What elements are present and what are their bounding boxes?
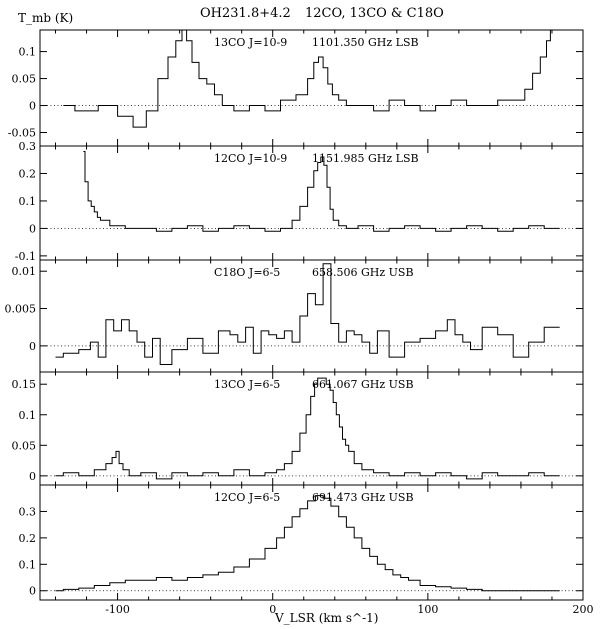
transition-label: 13CO J=6-5 bbox=[214, 378, 280, 391]
frequency-label: 1151.985 GHz LSB bbox=[312, 152, 419, 165]
transition-label: 13CO J=10-9 bbox=[214, 36, 287, 49]
line-list: 12CO, 13CO & C18O bbox=[305, 6, 444, 21]
y-tick-label: -0.05 bbox=[8, 127, 36, 140]
y-tick-label: 0.2 bbox=[19, 167, 37, 180]
y-tick-label: 0.3 bbox=[19, 505, 37, 518]
y-tick-label: 0.1 bbox=[19, 558, 37, 571]
spectrum-panel: 0 0.05 0.1 0.15 13CO J=6-5 661.067 GHz USB bbox=[12, 371, 584, 486]
x-tick-label: 200 bbox=[573, 603, 594, 616]
y-tick-label: 0.15 bbox=[12, 378, 37, 391]
transition-label: 12CO J=6-5 bbox=[214, 491, 280, 504]
x-tick-label: 0 bbox=[269, 603, 276, 616]
y-tick-label: 0.1 bbox=[19, 46, 37, 59]
y-tick-label: 0.05 bbox=[12, 439, 37, 452]
y-tick-label: 0 bbox=[29, 470, 36, 483]
x-tick-label: -100 bbox=[105, 603, 130, 616]
source-name: OH231.8+4.2 bbox=[200, 6, 291, 21]
y-tick-label: 0.01 bbox=[12, 265, 37, 278]
y-tick-label: 0.05 bbox=[12, 73, 37, 86]
y-tick-label: 0 bbox=[29, 585, 36, 598]
y-tick-label: 0.005 bbox=[5, 303, 37, 316]
spectrum-panel: 0 0.1 0.2 0.3 12CO J=6-5 691.473 GHz USB bbox=[19, 484, 584, 601]
x-axis-label: V_LSR (km s^-1) bbox=[274, 611, 378, 625]
panel-stack: -0.05 0 0.05 0.1 13CO J=10-9 1101.350 GHz LSB… bbox=[5, 29, 584, 601]
y-tick-label: 0.2 bbox=[19, 532, 37, 545]
spectrum-series bbox=[83, 151, 560, 232]
y-tick-label: 0.3 bbox=[19, 140, 37, 153]
y-tick-label: 0 bbox=[29, 100, 36, 113]
transition-label: 12CO J=10-9 bbox=[214, 152, 287, 165]
frequency-label: 658.506 GHz USB bbox=[312, 266, 414, 279]
spectrum-series bbox=[55, 495, 560, 592]
y-axis-label: T_mb (K) bbox=[18, 11, 73, 25]
panel-frame bbox=[39, 484, 584, 601]
spectrum-series bbox=[63, 29, 552, 128]
frequency-label: 661.067 GHz USB bbox=[312, 378, 414, 391]
y-tick-label: -0.1 bbox=[15, 250, 36, 263]
figure-title: OH231.8+4.2 12CO, 13CO & C18O bbox=[200, 6, 444, 21]
frequency-label: 691.473 GHz USB bbox=[312, 491, 414, 504]
x-tick-label: 100 bbox=[417, 603, 438, 616]
spectrum-panel: -0.1 0 0.1 0.2 0.3 12CO J=10-9 1151.985 GHz LS… bbox=[15, 140, 584, 263]
spectrum-panel: -0.05 0 0.05 0.1 13CO J=10-9 1101.350 GHz LSB bbox=[8, 29, 584, 147]
y-tick-label: 0.1 bbox=[19, 195, 37, 208]
x-tick-labels: -100 0 100 200 bbox=[105, 603, 593, 616]
y-tick-label: 0 bbox=[29, 222, 36, 235]
spectrum-series bbox=[55, 377, 560, 480]
spectrum-series bbox=[55, 263, 560, 365]
frequency-label: 1101.350 GHz LSB bbox=[312, 36, 419, 49]
y-tick-label: 0.1 bbox=[19, 409, 37, 422]
spectrum-panel: 0 0.005 0.01 C18O J=6-5 658.506 GHz USB bbox=[5, 259, 584, 373]
y-tick-label: 0 bbox=[29, 340, 36, 353]
transition-label: C18O J=6-5 bbox=[214, 266, 280, 279]
